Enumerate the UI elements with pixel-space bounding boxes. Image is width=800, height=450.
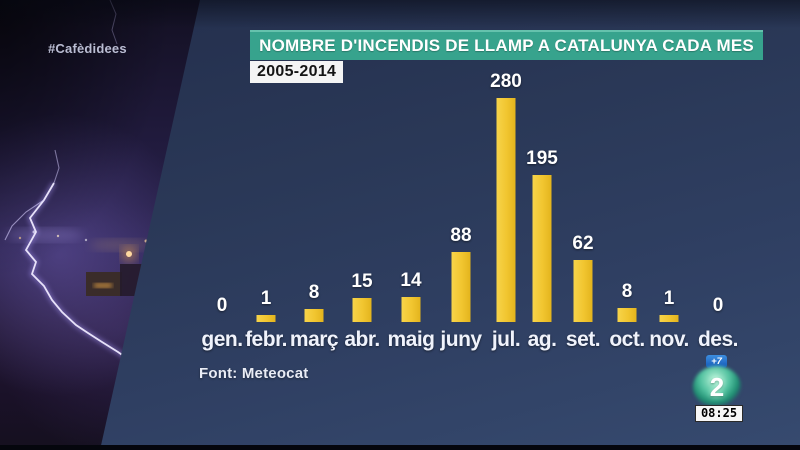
horizon-glow (7, 228, 83, 242)
chart-title-banner: NOMBRE D'INCENDIS DE LLAMP A CATALUNYA C… (250, 30, 763, 60)
bar (617, 308, 637, 322)
bar (401, 297, 421, 322)
channel-logo-digit: 2 (709, 372, 725, 402)
channel-logo-glow-icon (693, 366, 741, 408)
city-light (84, 238, 88, 242)
plus7-badge: +7 (706, 355, 727, 368)
channel-logo: 2 (693, 366, 741, 408)
bar-value-label: 0 (216, 295, 228, 316)
month-label: nov. (649, 328, 689, 351)
month-label: oct. (609, 328, 645, 351)
bar-value-label: 88 (450, 225, 472, 246)
bar (304, 309, 324, 322)
city-light (56, 234, 60, 238)
month-label: des. (697, 328, 739, 351)
clock: 08:25 (695, 405, 743, 422)
bar (659, 315, 679, 322)
bar-value-label: 8 (308, 282, 320, 303)
city-light (18, 236, 22, 240)
bar-value-label: 0 (712, 295, 724, 316)
month-label: gen. (201, 328, 243, 351)
month-label: juny (440, 328, 482, 351)
bar-value-label: 14 (400, 270, 422, 291)
month-label: març (289, 328, 339, 351)
bar-value-label: 195 (526, 148, 558, 169)
faint-lightning-streak (109, 0, 118, 45)
month-label: jul. (491, 328, 521, 351)
bar (256, 315, 276, 322)
bar-value-label: 1 (260, 288, 272, 309)
month-label: ag. (527, 328, 557, 351)
lit-window (94, 283, 112, 288)
hashtag: #Cafèdidees (48, 41, 127, 56)
letterbox-bar (0, 445, 800, 450)
chart-title: NOMBRE D'INCENDIS DE LLAMP A CATALUNYA C… (259, 36, 754, 55)
chart-period-badge: 2005-2014 (250, 61, 344, 83)
bar-value-label: 8 (621, 281, 633, 302)
chart-source: Font: Meteocat (199, 365, 309, 382)
bar (496, 98, 516, 322)
month-label: set. (565, 328, 601, 351)
bar (573, 260, 593, 322)
street-lamp (126, 251, 132, 257)
bar-value-label: 62 (572, 233, 594, 254)
bar-value-label: 15 (351, 271, 373, 292)
bar (532, 175, 552, 322)
bar-value-label: 280 (490, 71, 522, 92)
bar-value-label: 1 (663, 288, 675, 309)
month-label: febr. (245, 328, 287, 351)
bar (451, 252, 471, 322)
bar (352, 298, 372, 322)
horizon-glow (90, 239, 150, 251)
month-label: abr. (344, 328, 380, 351)
month-label: maig (387, 328, 435, 351)
